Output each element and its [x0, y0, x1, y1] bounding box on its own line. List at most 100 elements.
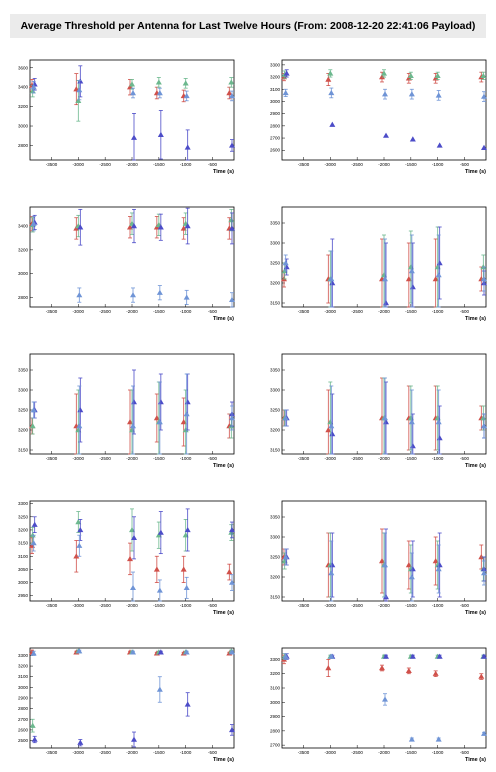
x-tick-label: -2500	[99, 750, 111, 755]
x-tick-label: -1500	[405, 603, 417, 608]
data-point	[436, 435, 443, 441]
data-point	[282, 653, 289, 659]
data-point	[157, 529, 164, 535]
y-tick-label: 3350	[270, 368, 281, 373]
data-point	[29, 423, 36, 429]
data-point	[282, 415, 289, 421]
data-point	[408, 268, 415, 274]
data-point	[480, 72, 487, 79]
y-tick-label: 3000	[18, 685, 29, 690]
y-tick-label: 2800	[18, 706, 29, 711]
data-point	[183, 649, 190, 655]
data-point	[77, 407, 84, 413]
y-tick-label: 2900	[270, 714, 281, 719]
x-tick-label: -1500	[153, 309, 165, 314]
data-point	[328, 653, 335, 659]
data-point	[383, 653, 389, 659]
data-point	[73, 553, 80, 559]
x-tick-label: -3500	[298, 309, 310, 314]
x-tick-label: -2500	[351, 750, 363, 755]
data-point	[156, 419, 163, 425]
data-point	[131, 223, 137, 229]
data-point	[407, 264, 414, 270]
x-tick-label: -1500	[153, 603, 165, 608]
x-tick-label: -3000	[73, 162, 85, 167]
data-point	[329, 431, 336, 437]
data-point	[481, 144, 487, 151]
data-point	[379, 558, 385, 564]
data-point	[77, 739, 84, 745]
x-tick-label: -500	[460, 309, 470, 314]
x-tick-label: -500	[208, 603, 218, 608]
x-tick-label: -500	[208, 750, 218, 755]
x-tick-label: -1500	[153, 456, 165, 461]
data-point	[481, 730, 487, 736]
y-tick-label: 3100	[270, 686, 281, 691]
y-tick-label: 3150	[18, 448, 29, 453]
x-axis-title: Time (s)	[465, 463, 486, 469]
data-point	[434, 415, 441, 421]
data-point	[325, 76, 332, 82]
y-tick-label: 3000	[18, 271, 29, 276]
data-point	[229, 526, 235, 533]
data-point	[405, 667, 412, 674]
data-point	[30, 220, 37, 226]
y-tick-label: 3200	[270, 671, 281, 676]
data-point	[329, 562, 336, 568]
x-tick-label: -2000	[126, 456, 138, 461]
data-point	[408, 419, 415, 425]
y-tick-label: 2500	[18, 738, 29, 743]
data-point	[229, 726, 235, 733]
x-tick-label: -3000	[73, 456, 85, 461]
data-point	[75, 97, 82, 103]
data-point	[325, 427, 332, 433]
y-tick-label: 3200	[270, 75, 281, 80]
data-point	[131, 534, 137, 541]
data-point	[228, 529, 235, 535]
y-tick-label: 2700	[270, 743, 281, 748]
data-point	[156, 587, 163, 593]
y-tick-label: 3150	[270, 595, 281, 600]
x-tick-label: -1000	[180, 456, 192, 461]
x-tick-label: -3500	[46, 603, 58, 608]
x-tick-label: -1000	[180, 309, 192, 314]
data-point	[131, 399, 137, 405]
x-tick-label: -3500	[298, 162, 310, 167]
y-tick-label: 3000	[270, 700, 281, 705]
y-tick-label: 3200	[18, 428, 29, 433]
y-tick-label: 2800	[270, 123, 281, 128]
y-tick-label: 2900	[18, 696, 29, 701]
data-point	[328, 89, 335, 96]
y-tick-label: 3200	[18, 104, 29, 109]
y-tick-label: 3300	[18, 388, 29, 393]
data-point	[481, 93, 487, 99]
x-tick-label: -2000	[126, 162, 138, 167]
y-tick-label: 3250	[270, 555, 281, 560]
y-tick-label: 2700	[18, 717, 29, 722]
data-point	[435, 272, 442, 278]
data-point	[478, 673, 485, 679]
data-point	[30, 407, 37, 413]
panel-2: -3500 -3000 -2500 -2000 -1500 -1000 -500 2600 27…	[270, 59, 487, 175]
y-tick-label: 3150	[270, 448, 281, 453]
x-tick-label: -1000	[432, 456, 444, 461]
data-point	[434, 264, 441, 270]
data-point	[381, 70, 387, 76]
y-tick-label: 3200	[18, 247, 29, 252]
y-tick-label: 3400	[18, 85, 29, 90]
data-point	[329, 121, 336, 127]
x-tick-label: -1000	[432, 603, 444, 608]
data-point	[383, 132, 389, 138]
data-point	[184, 144, 191, 150]
data-point	[183, 92, 190, 99]
y-tick-label: 3100	[18, 554, 29, 559]
data-point	[328, 423, 335, 429]
x-tick-label: -3000	[325, 162, 337, 167]
data-point	[228, 217, 235, 223]
data-point	[436, 142, 443, 148]
x-axis-title: Time (s)	[465, 757, 486, 763]
x-tick-label: -500	[208, 309, 218, 314]
data-point	[382, 91, 388, 97]
x-tick-label: -1000	[432, 162, 444, 167]
y-tick-label: 2800	[270, 728, 281, 733]
